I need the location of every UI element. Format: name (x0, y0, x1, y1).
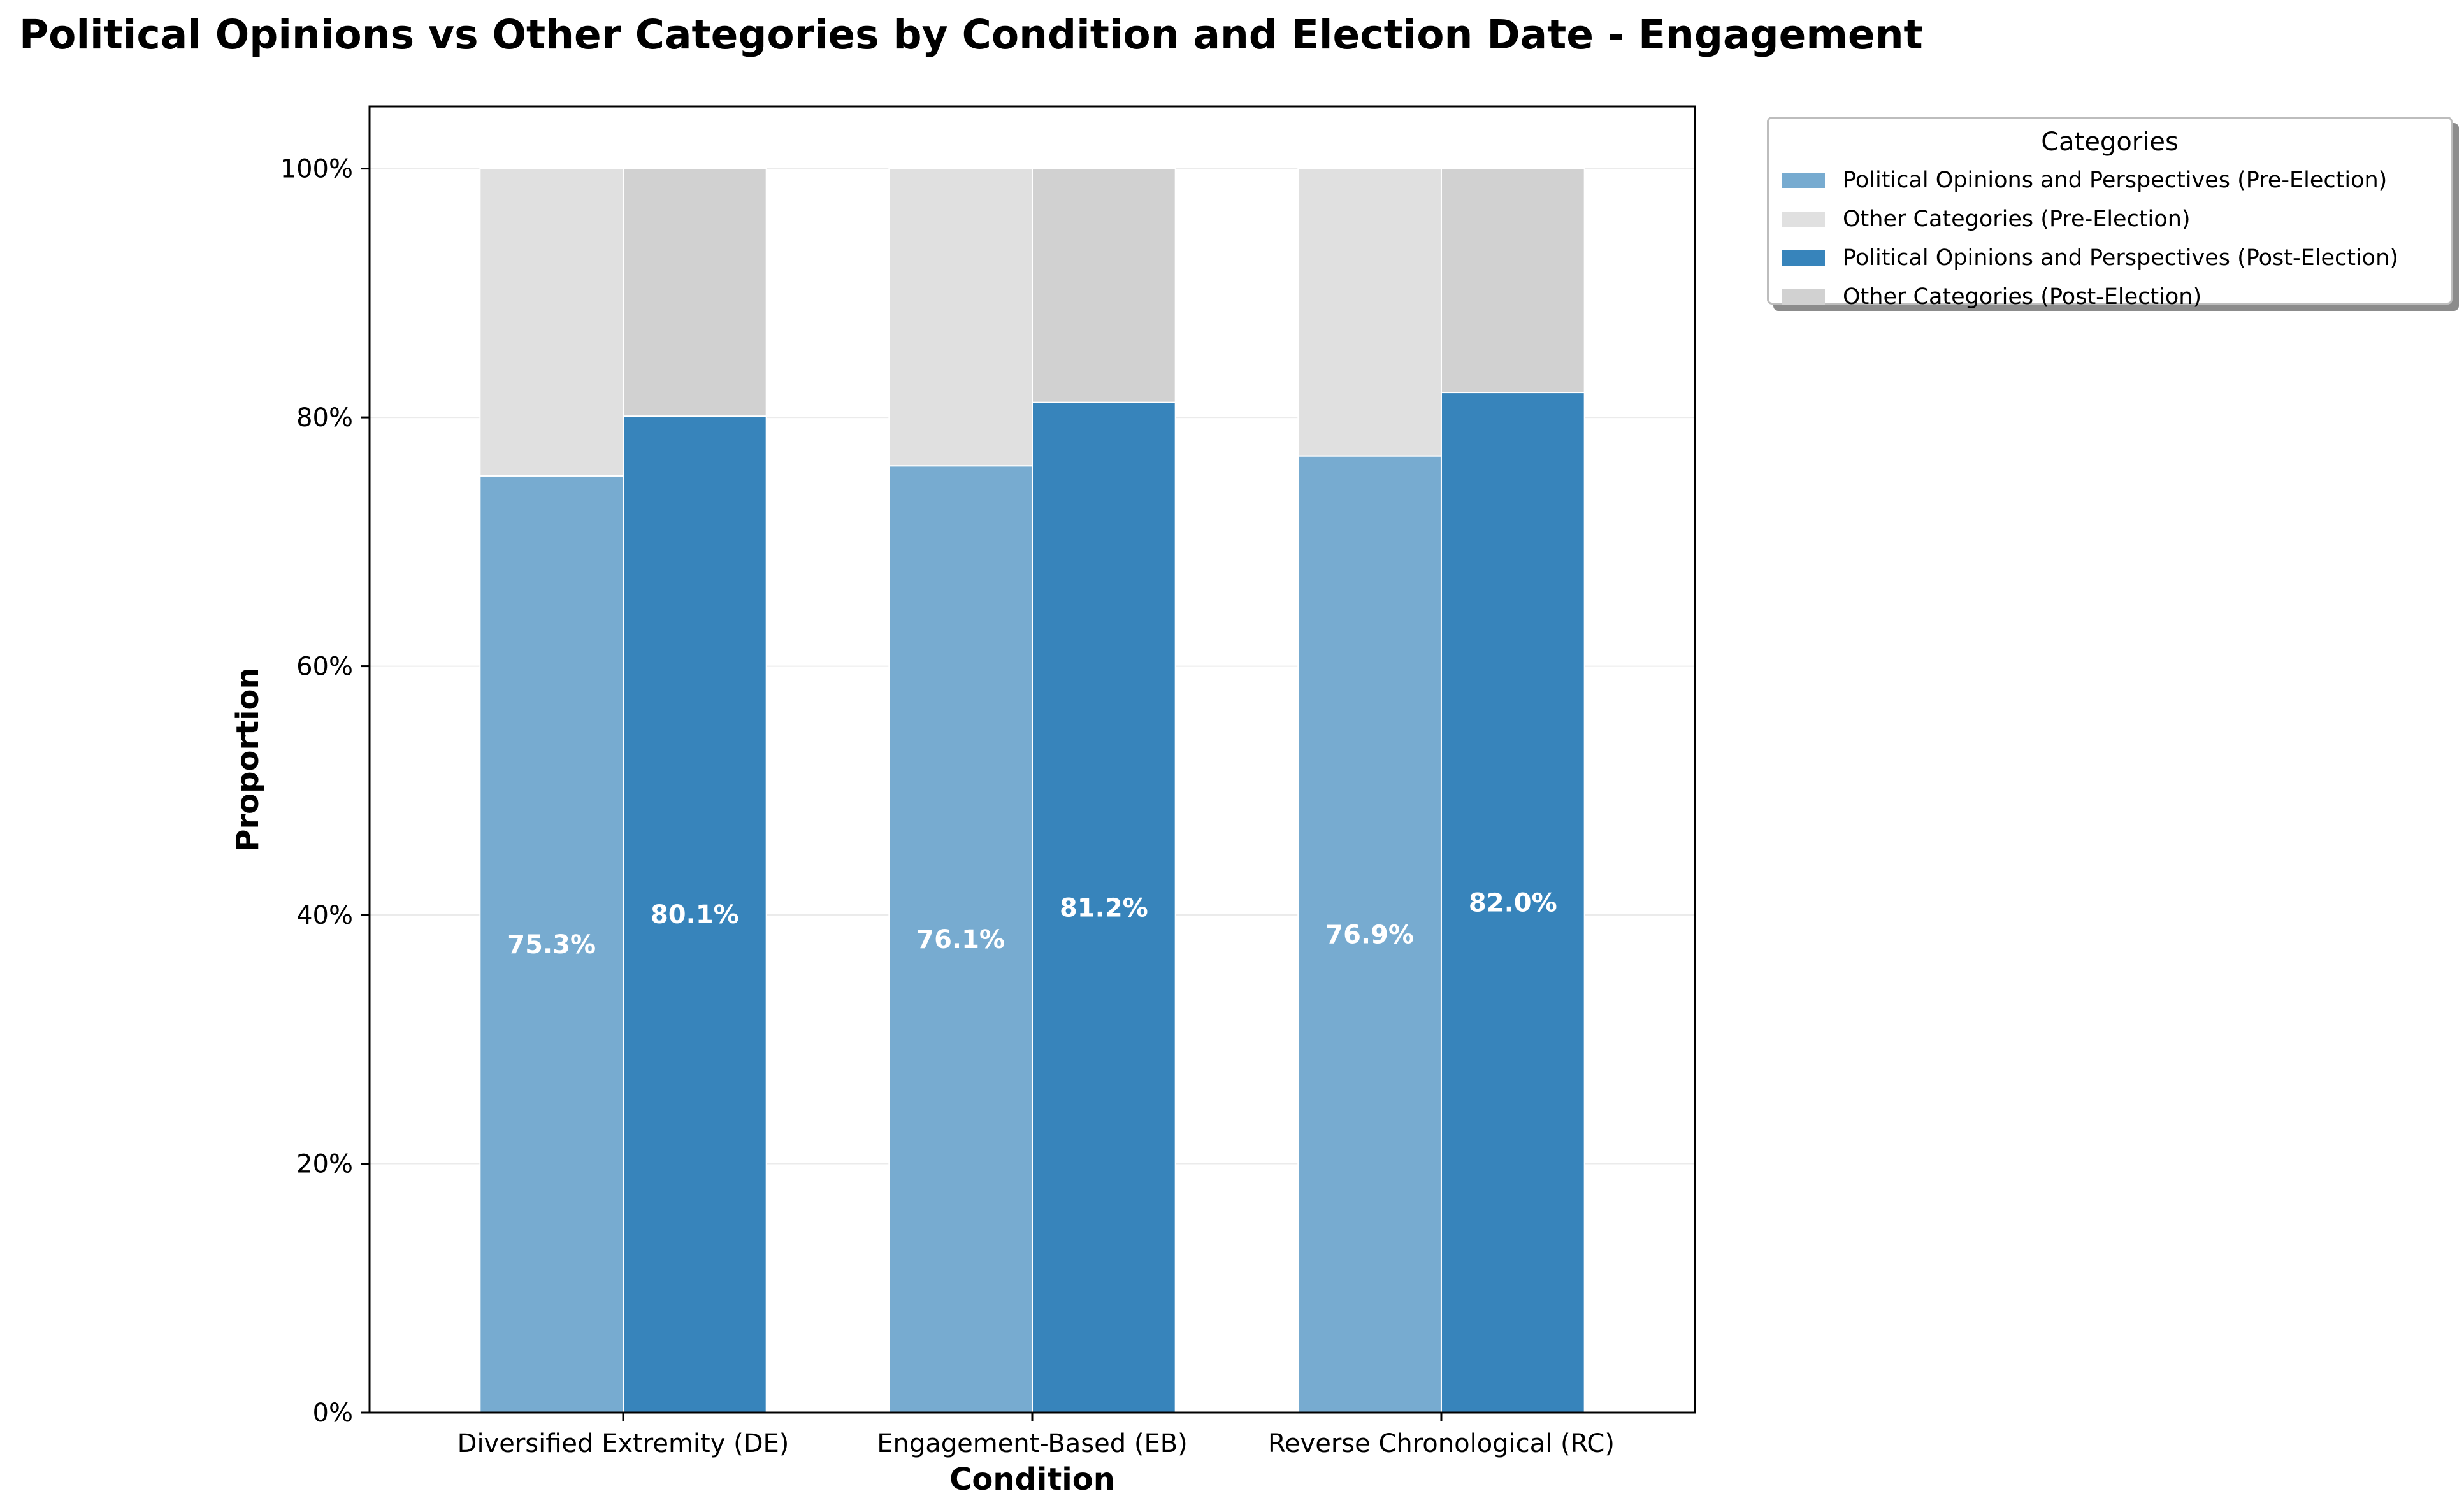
y-tick-label: 100% (280, 155, 353, 184)
legend-item: Other Categories (Pre-Election) (1782, 203, 2191, 235)
bar-segment (1440, 392, 1585, 1413)
bar-segment (1297, 168, 1442, 457)
legend-label: Other Categories (Post-Election) (1843, 284, 2202, 310)
data-label: 81.2% (1060, 893, 1148, 923)
legend-label: Other Categories (Pre-Election) (1843, 206, 2191, 232)
y-tick-label: 0% (313, 1399, 353, 1428)
bar-segment (623, 168, 767, 417)
y-tick-label: 20% (296, 1150, 353, 1179)
data-label: 76.9% (1325, 920, 1414, 949)
data-label: 76.1% (916, 925, 1005, 954)
x-tick-label: Engagement-Based (EB) (877, 1429, 1188, 1458)
bars (479, 168, 1585, 1414)
legend-swatch (1782, 173, 1825, 188)
x-tick-label: Diversified Extremity (DE) (457, 1429, 789, 1458)
legend-item: Political Opinions and Perspectives (Pos… (1782, 242, 2398, 274)
bar-segment (1032, 401, 1176, 1414)
legend-swatch (1782, 212, 1825, 227)
legend-title: Categories (2041, 127, 2179, 157)
legend-swatch (1782, 250, 1825, 266)
legend: Categories Political Opinions and Perspe… (1767, 117, 2453, 310)
legend-label: Political Opinions and Perspectives (Pos… (1843, 245, 2398, 271)
x-axis: Diversified Extremity (DE) Engagement-Bas… (457, 1413, 1615, 1458)
legend-label: Political Opinions and Perspectives (Pre… (1843, 168, 2388, 193)
data-label: 75.3% (507, 930, 596, 960)
data-label: 82.0% (1469, 889, 1557, 918)
y-axis: 0% 20% 40% 60% 80% 100% (280, 155, 370, 1428)
y-tick-label: 60% (296, 652, 353, 682)
y-tick-label: 80% (296, 403, 353, 433)
y-tick-label: 40% (296, 901, 353, 930)
data-label: 80.1% (651, 900, 739, 930)
bar-segment (888, 168, 1033, 467)
x-axis-label: Condition (949, 1462, 1115, 1497)
bar-segment (1032, 168, 1176, 403)
legend-item: Other Categories (Post-Election) (1782, 281, 2201, 313)
y-axis-label: Proportion (230, 667, 266, 851)
legend-item: Political Opinions and Perspectives (Pre… (1782, 164, 2387, 196)
chart-title: Political Opinions vs Other Categories b… (19, 11, 1923, 58)
legend-swatch (1782, 289, 1825, 305)
bar-segment (1440, 168, 1585, 394)
x-tick-label: Reverse Chronological (RC) (1268, 1429, 1615, 1458)
bar-segment (479, 168, 624, 477)
data-labels: 75.3% 76.1% 76.9% 80.1% 81.2% 82.0% (507, 889, 1557, 960)
